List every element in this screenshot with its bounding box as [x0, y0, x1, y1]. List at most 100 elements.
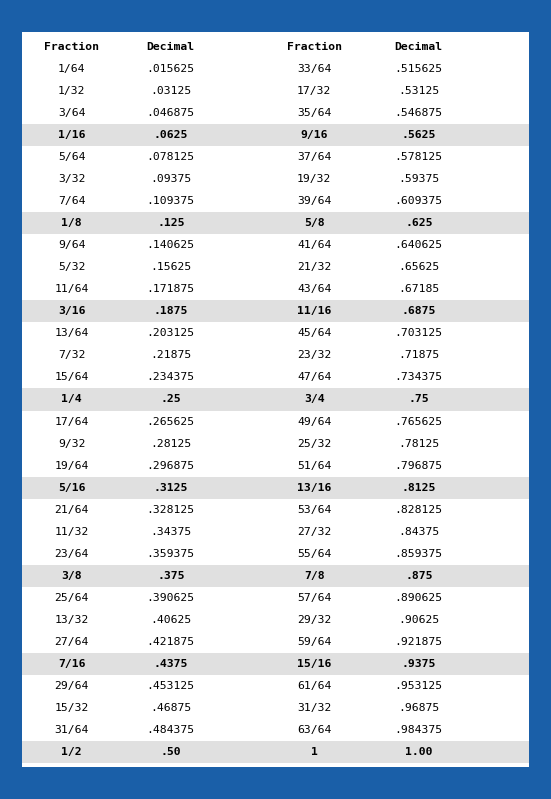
FancyBboxPatch shape: [22, 256, 529, 278]
Text: 61/64: 61/64: [297, 681, 331, 691]
Text: .9375: .9375: [402, 659, 436, 669]
Text: 63/64: 63/64: [297, 725, 331, 735]
FancyBboxPatch shape: [22, 190, 529, 213]
Text: .53125: .53125: [398, 86, 439, 96]
Text: .234375: .234375: [147, 372, 195, 383]
FancyBboxPatch shape: [22, 631, 529, 653]
Text: .703125: .703125: [395, 328, 443, 339]
FancyBboxPatch shape: [22, 432, 529, 455]
Text: .890625: .890625: [395, 593, 443, 602]
Text: .140625: .140625: [147, 240, 195, 250]
Text: 1: 1: [311, 747, 317, 757]
Text: 1.00: 1.00: [405, 747, 433, 757]
Text: .65625: .65625: [398, 262, 439, 272]
Text: 25/64: 25/64: [55, 593, 89, 602]
Text: 11/32: 11/32: [55, 527, 89, 537]
Text: .265625: .265625: [147, 416, 195, 427]
FancyBboxPatch shape: [22, 565, 529, 586]
Text: 3/4: 3/4: [304, 395, 325, 404]
Text: .4375: .4375: [154, 659, 188, 669]
Text: 51/64: 51/64: [297, 460, 331, 471]
Text: 9/16: 9/16: [300, 130, 328, 140]
FancyBboxPatch shape: [22, 477, 529, 499]
Text: 19/32: 19/32: [297, 174, 331, 185]
Text: .390625: .390625: [147, 593, 195, 602]
FancyBboxPatch shape: [22, 609, 529, 631]
Text: .46875: .46875: [150, 703, 191, 713]
Text: .421875: .421875: [147, 637, 195, 647]
Text: .15625: .15625: [150, 262, 191, 272]
Text: 13/64: 13/64: [55, 328, 89, 339]
Text: .09375: .09375: [150, 174, 191, 185]
Text: .8125: .8125: [402, 483, 436, 493]
Text: 15/32: 15/32: [55, 703, 89, 713]
FancyBboxPatch shape: [22, 543, 529, 565]
Text: 29/32: 29/32: [297, 614, 331, 625]
Text: .375: .375: [157, 570, 185, 581]
Text: 17/64: 17/64: [55, 416, 89, 427]
Text: 5/32: 5/32: [58, 262, 85, 272]
FancyBboxPatch shape: [22, 675, 529, 697]
Text: .78125: .78125: [398, 439, 439, 448]
Text: Fraction: Fraction: [44, 42, 99, 52]
Text: 1/32: 1/32: [58, 86, 85, 96]
Text: .296875: .296875: [147, 460, 195, 471]
Text: .765625: .765625: [395, 416, 443, 427]
Text: .75: .75: [408, 395, 429, 404]
FancyBboxPatch shape: [22, 586, 529, 609]
Text: 39/64: 39/64: [297, 197, 331, 206]
Text: .515625: .515625: [395, 64, 443, 74]
FancyBboxPatch shape: [22, 32, 529, 767]
Text: 47/64: 47/64: [297, 372, 331, 383]
FancyBboxPatch shape: [22, 58, 529, 80]
Text: .71875: .71875: [398, 351, 439, 360]
FancyBboxPatch shape: [22, 234, 529, 256]
Text: .96875: .96875: [398, 703, 439, 713]
Text: 17/32: 17/32: [297, 86, 331, 96]
Text: .359375: .359375: [147, 549, 195, 559]
Text: 35/64: 35/64: [297, 108, 331, 118]
Text: .84375: .84375: [398, 527, 439, 537]
Text: .453125: .453125: [147, 681, 195, 691]
Text: 19/64: 19/64: [55, 460, 89, 471]
Text: 1/8: 1/8: [61, 218, 82, 229]
Text: .625: .625: [405, 218, 433, 229]
Text: .5625: .5625: [402, 130, 436, 140]
Text: 31/32: 31/32: [297, 703, 331, 713]
Text: 7/32: 7/32: [58, 351, 85, 360]
Text: 37/64: 37/64: [297, 152, 331, 162]
Text: .546875: .546875: [395, 108, 443, 118]
Text: .0625: .0625: [154, 130, 188, 140]
Text: 15/16: 15/16: [297, 659, 331, 669]
FancyBboxPatch shape: [22, 653, 529, 675]
Text: 1/64: 1/64: [58, 64, 85, 74]
Text: .796875: .796875: [395, 460, 443, 471]
Text: .875: .875: [405, 570, 433, 581]
Text: 13/16: 13/16: [297, 483, 331, 493]
FancyBboxPatch shape: [22, 124, 529, 146]
Text: .015625: .015625: [147, 64, 195, 74]
Text: .03125: .03125: [150, 86, 191, 96]
Text: 7/8: 7/8: [304, 570, 325, 581]
Text: 1/2: 1/2: [61, 747, 82, 757]
Text: 45/64: 45/64: [297, 328, 331, 339]
Text: 7/16: 7/16: [58, 659, 85, 669]
Text: .34375: .34375: [150, 527, 191, 537]
Text: 1/16: 1/16: [58, 130, 85, 140]
Text: .109375: .109375: [147, 197, 195, 206]
Text: 3/64: 3/64: [58, 108, 85, 118]
Text: 3/32: 3/32: [58, 174, 85, 185]
Text: 55/64: 55/64: [297, 549, 331, 559]
Text: 3/8: 3/8: [61, 570, 82, 581]
Text: 41/64: 41/64: [297, 240, 331, 250]
Text: 7/64: 7/64: [58, 197, 85, 206]
FancyBboxPatch shape: [22, 213, 529, 234]
Text: .59375: .59375: [398, 174, 439, 185]
Text: 33/64: 33/64: [297, 64, 331, 74]
Text: Decimal: Decimal: [147, 42, 195, 52]
Text: .484375: .484375: [147, 725, 195, 735]
FancyBboxPatch shape: [22, 697, 529, 719]
FancyBboxPatch shape: [22, 322, 529, 344]
Text: .984375: .984375: [395, 725, 443, 735]
Text: .1875: .1875: [154, 306, 188, 316]
